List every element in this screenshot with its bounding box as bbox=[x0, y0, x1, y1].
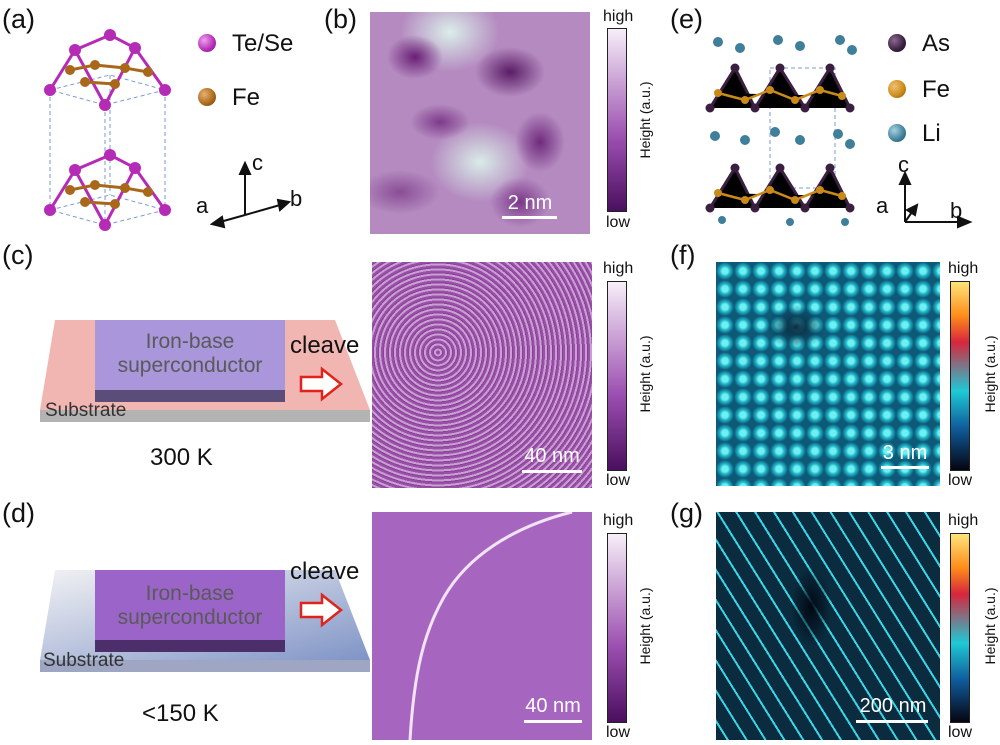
device-label-c: Iron-base superconductor bbox=[95, 330, 285, 378]
colorbar-d bbox=[607, 533, 627, 723]
legend-te-se: Te/Se bbox=[232, 30, 294, 57]
device-schematic-d bbox=[40, 570, 370, 672]
axis-c-label-e: c bbox=[898, 152, 909, 177]
cb-title-g: Height (a.u.) bbox=[982, 587, 998, 665]
scale-label-f: 3 nm bbox=[882, 442, 928, 464]
li-atom-marker bbox=[888, 124, 906, 142]
stm-image-f: 3 nm bbox=[716, 262, 940, 486]
legend-fe: Fe bbox=[232, 84, 261, 111]
cb-low-g: low bbox=[948, 724, 973, 741]
axes-indicator-e bbox=[898, 170, 973, 229]
cb-high-b: high bbox=[603, 8, 634, 25]
stm-image-g: 200 nm bbox=[716, 512, 940, 740]
colorbar-f bbox=[950, 281, 970, 471]
arrow-icon-d bbox=[299, 592, 344, 628]
axis-b-label-e: b bbox=[950, 198, 963, 223]
stm-image-d: 40 nm bbox=[372, 512, 592, 740]
fe-atom-marker-e bbox=[888, 80, 906, 98]
panel-label-d: (d) bbox=[2, 498, 35, 528]
colorbar-g bbox=[950, 533, 970, 723]
cb-low-d: low bbox=[606, 724, 631, 741]
panel-label-g: (g) bbox=[670, 498, 703, 528]
panel-label-a: (a) bbox=[2, 4, 35, 34]
stm-image-b: 2 nm bbox=[370, 12, 590, 234]
device-schematic-c bbox=[40, 320, 370, 422]
legend-fe-e: Fe bbox=[922, 76, 951, 103]
axis-a-label-e: a bbox=[876, 193, 889, 218]
device-line1-c: Iron-base bbox=[145, 330, 235, 353]
cb-title-d: Height (a.u.) bbox=[637, 587, 653, 665]
axis-b-label-a: b bbox=[290, 186, 303, 211]
substrate-label-c: Substrate bbox=[45, 400, 127, 421]
cleave-label-d: cleave bbox=[290, 558, 360, 585]
as-atom-marker bbox=[888, 34, 906, 52]
scale-label-b: 2 nm bbox=[507, 192, 553, 214]
panel-label-c: (c) bbox=[2, 240, 34, 270]
fese-crystal-structure bbox=[44, 29, 171, 231]
device-label-d: Iron-base superconductor bbox=[95, 582, 285, 630]
panel-label-e: (e) bbox=[670, 4, 703, 34]
cb-title-f: Height (a.u.) bbox=[982, 335, 998, 413]
legend-as: As bbox=[922, 30, 951, 57]
cleave-label-c: cleave bbox=[290, 332, 360, 359]
axis-a-label-a: a bbox=[196, 193, 209, 218]
cb-high-c: high bbox=[603, 260, 634, 277]
temperature-c: 300 K bbox=[150, 444, 213, 471]
temperature-d: <150 K bbox=[142, 700, 219, 727]
te-se-atom-marker bbox=[198, 34, 216, 52]
cb-low-b: low bbox=[606, 214, 631, 231]
cb-high-g: high bbox=[948, 512, 979, 529]
device-line2-d: superconductor bbox=[117, 606, 263, 629]
cb-title-b: Height (a.u.) bbox=[637, 81, 653, 159]
cb-title-c: Height (a.u.) bbox=[637, 335, 653, 413]
cb-low-c: low bbox=[606, 472, 631, 489]
device-line1-d: Iron-base bbox=[145, 582, 235, 605]
axis-c-label-a: c bbox=[252, 150, 263, 175]
scale-label-g: 200 nm bbox=[859, 695, 927, 717]
arrow-icon-c bbox=[299, 366, 344, 402]
cb-high-f: high bbox=[948, 260, 979, 277]
legend-li: Li bbox=[922, 120, 941, 147]
device-line2-c: superconductor bbox=[117, 354, 263, 377]
scale-label-c: 40 nm bbox=[524, 445, 580, 467]
cb-high-d: high bbox=[603, 512, 634, 529]
axes-indicator-a bbox=[209, 160, 292, 229]
scale-label-d: 40 nm bbox=[525, 695, 581, 717]
substrate-label-d: Substrate bbox=[43, 650, 125, 671]
colorbar-b bbox=[607, 28, 627, 212]
colorbar-c bbox=[607, 281, 627, 471]
lifeas-crystal-structure bbox=[705, 35, 857, 226]
panel-label-b: (b) bbox=[324, 4, 357, 34]
panel-label-f: (f) bbox=[670, 240, 696, 270]
cb-low-f: low bbox=[948, 472, 973, 489]
stm-image-c: 40 nm bbox=[372, 262, 592, 488]
fe-atom-marker bbox=[198, 88, 216, 106]
